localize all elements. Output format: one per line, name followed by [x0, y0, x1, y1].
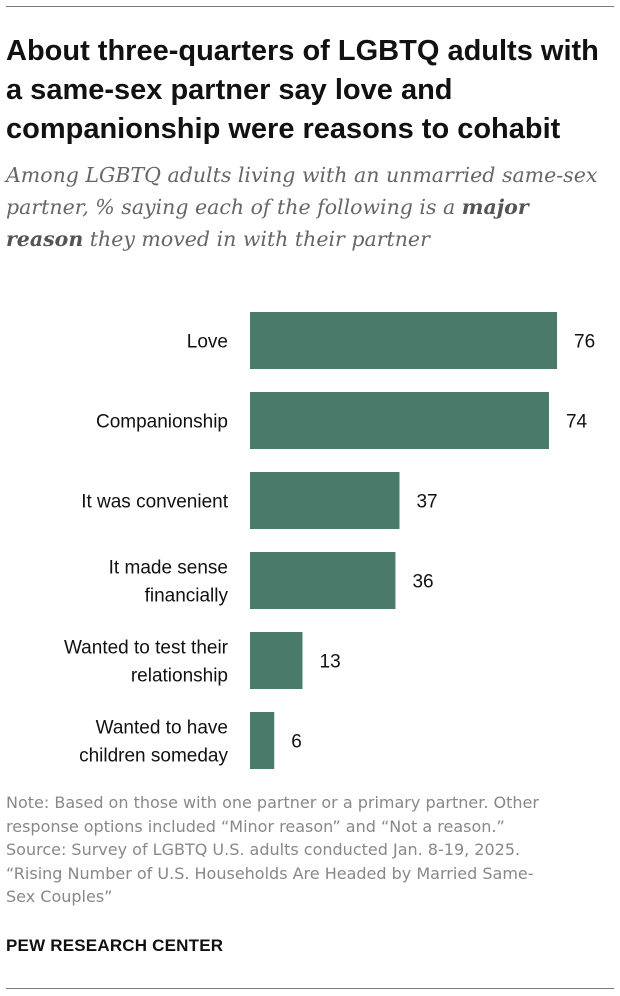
- category-label-4: Wanted to test their relationship: [64, 638, 229, 687]
- category-label-line: It was convenient: [81, 492, 229, 513]
- bar-chart: 76 Love 74 Companionship 37 It was convenient…: [64, 312, 595, 769]
- bar-4: [250, 632, 303, 689]
- category-label-line: children someday: [79, 746, 228, 767]
- category-label-line: Love: [187, 332, 228, 353]
- chart-title: About three-quarters of LGBTQ adults wit…: [6, 35, 599, 145]
- value-label-2: 37: [416, 492, 437, 513]
- category-label-1: Companionship: [96, 412, 228, 433]
- note-line: Sex Couples”: [6, 887, 113, 906]
- category-label-2: It was convenient: [81, 492, 229, 513]
- category-label-3: It made sense financially: [109, 558, 229, 607]
- subtitle-text-post: they moved in with their partner: [83, 227, 430, 251]
- pew-research-center-logo-text: PEW RESEARCH CENTER: [6, 936, 224, 955]
- category-label-5: Wanted to have children someday: [79, 718, 228, 767]
- value-label-1: 74: [566, 412, 588, 433]
- top-rule: [6, 6, 614, 7]
- category-label-line: Wanted to have: [96, 718, 228, 739]
- category-label-line: Wanted to test their: [64, 638, 229, 659]
- note-line: Source: Survey of LGBTQ U.S. adults cond…: [6, 840, 521, 859]
- value-label-5: 6: [291, 732, 302, 753]
- category-label-line: financially: [145, 586, 229, 607]
- bar-1: [250, 392, 549, 449]
- bar-3: [250, 552, 396, 609]
- note-line: response options included “Minor reason”…: [6, 816, 505, 836]
- value-label-0: 76: [574, 332, 595, 353]
- subtitle-emphasis: major reason: [6, 195, 529, 251]
- bottom-rule: [6, 988, 614, 989]
- chart-subtitle: Among LGBTQ adults living with an unmarr…: [6, 159, 610, 255]
- value-label-3: 36: [412, 572, 433, 593]
- category-label-line: Companionship: [96, 412, 228, 433]
- subtitle-text-pre: Among LGBTQ adults living with an unmarr…: [6, 163, 598, 219]
- category-label-0: Love: [187, 332, 228, 353]
- note-line: Note: Based on those with one partner or…: [6, 793, 539, 812]
- value-label-4: 13: [320, 652, 341, 673]
- note-line: “Rising Number of U.S. Households Are He…: [6, 863, 534, 883]
- category-label-line: It made sense: [109, 558, 228, 579]
- bar-5: [250, 712, 275, 769]
- chart-note: Note: Based on those with one partner or…: [6, 791, 612, 909]
- bar-2: [250, 472, 400, 529]
- category-label-line: relationship: [131, 666, 228, 687]
- bar-0: [250, 312, 558, 369]
